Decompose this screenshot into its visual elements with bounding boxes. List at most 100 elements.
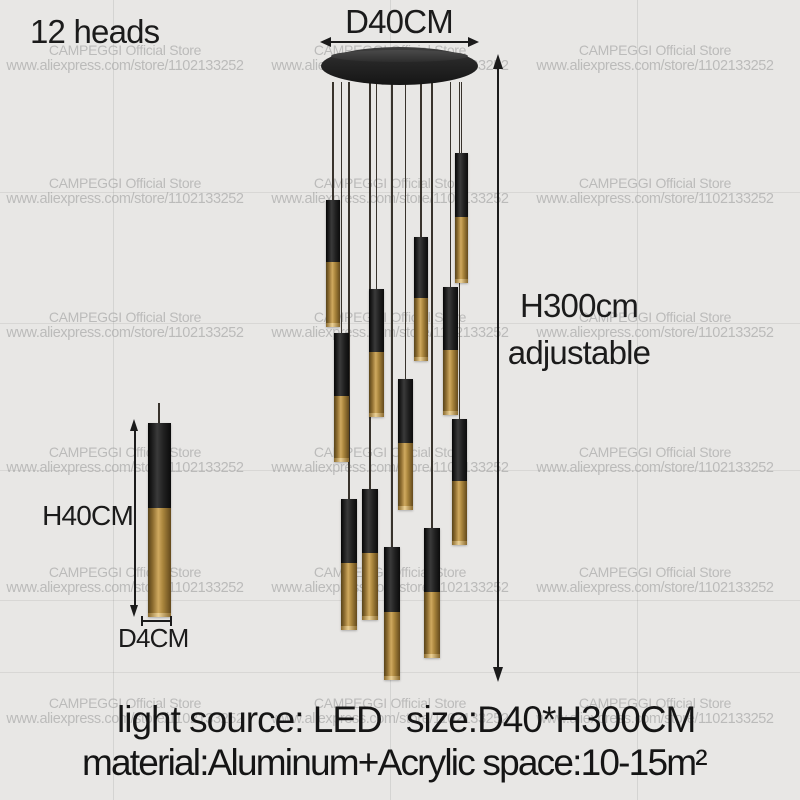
watermark-store-name: CAMPEGGI Official Store [578,309,732,325]
pendant-wire [332,82,334,200]
pendant-wire [431,82,433,528]
watermark-url: www.aliexpress.com/store/1102133252 [271,191,509,207]
arrow-down-small-icon [130,605,139,617]
watermark-url: www.aliexpress.com/store/1102133252 [536,460,774,476]
watermark-url: www.aliexpress.com/store/1102133252 [536,191,774,207]
pendant-black-section [384,547,400,612]
pendant-light [443,287,458,415]
pendant-wire [449,82,452,287]
pendant-diameter-dimension-line [141,620,172,622]
canopy-top-surface [331,50,468,62]
pendant-gold-section [452,481,467,545]
watermark-url: www.aliexpress.com/store/1102133252 [6,711,244,727]
single-pendant-wire [158,403,161,424]
pendant-light [414,237,428,361]
pendant-light [455,153,468,283]
watermark-url: www.aliexpress.com/store/1102133252 [6,580,244,596]
pendant-wire [404,82,407,379]
arrow-up-small-icon [130,419,139,431]
pendant-light [369,289,384,417]
watermark-store-name: CAMPEGGI Official Store [578,444,732,460]
watermark-url: www.aliexpress.com/store/1102133252 [6,460,244,476]
pendant-wire [369,82,371,489]
pendant-light [334,333,349,462]
pendant-black-section [455,153,468,217]
pendant-black-section [443,287,458,350]
watermark-url: www.aliexpress.com/store/1102133252 [6,191,244,207]
single-pendant [148,423,171,617]
watermark-url: www.aliexpress.com/store/1102133252 [6,58,244,74]
watermark-store-name: CAMPEGGI Official Store [313,175,467,191]
pendant-black-section [452,419,467,481]
pendant-black-section [341,499,357,563]
watermark-store-name: CAMPEGGI Official Store [48,175,202,191]
pendant-black-section [334,333,349,396]
watermark-url: www.aliexpress.com/store/1102133252 [271,711,509,727]
pendant-gold-section [334,396,349,462]
pendant-gold-section [398,443,413,510]
watermark-store-name: CAMPEGGI Official Store [578,175,732,191]
pendant-gold-section [326,262,340,327]
watermark-url: www.aliexpress.com/store/1102133252 [536,711,774,727]
canopy-diameter-label: D40CM [345,3,454,40]
size-spec: size:D40*H300CM [406,699,696,740]
pendant-black-section [148,423,171,508]
pendant-gold-section [455,217,468,283]
watermark-store-name: CAMPEGGI Official Store [313,695,467,711]
pendant-gold-section [148,508,171,617]
pendant-light [384,547,400,680]
watermark-store-name: CAMPEGGI Official Store [578,42,732,58]
diameter-dimension-line [330,41,469,43]
pendant-black-section [414,237,428,298]
height-note: adjustable [507,334,651,371]
background-seam [113,0,114,800]
pendant-gold-section [424,592,440,658]
pendant-black-section [424,528,440,592]
pendant-black-section [362,489,378,553]
arrow-left-icon [320,37,331,47]
pendant-black-section [326,200,340,262]
watermark-store-name: CAMPEGGI Official Store [48,695,202,711]
pendant-wire [460,82,463,153]
watermark-url: www.aliexpress.com/store/1102133252 [536,580,774,596]
watermark-store-name: CAMPEGGI Official Store [313,309,467,325]
watermark-url: www.aliexpress.com/store/1102133252 [6,325,244,341]
pendant-diameter-label: D4CM [118,623,189,653]
pendant-height-label: H40CM [42,500,134,531]
pendant-gold-section [414,298,428,361]
light-source-spec: light source: LED [117,699,383,740]
pendant-light [341,499,357,630]
background-seam [637,0,638,800]
watermark-store-name: CAMPEGGI Official Store [313,444,467,460]
watermark-store-name: CAMPEGGI Official Store [578,564,732,580]
background-seam [0,672,800,673]
pendant-light [326,200,340,327]
watermark-store-name: CAMPEGGI Official Store [48,42,202,58]
pendant-black-section [398,379,413,443]
pendant-light [452,419,467,545]
dimension-tick-right [170,616,172,626]
background-seam [0,192,800,193]
pendant-gold-section [443,350,458,415]
material-space-spec: material:Aluminum+Acrylic space:10-15m² [82,742,708,783]
pendant-height-dimension-line [134,430,136,606]
heads-count-label: 12 heads [30,13,160,50]
pendant-light [424,528,440,658]
watermark-url: www.aliexpress.com/store/1102133252 [271,460,509,476]
pendant-gold-section [362,553,378,620]
arrow-up-icon [492,54,503,69]
watermark-store-name: CAMPEGGI Official Store [48,309,202,325]
